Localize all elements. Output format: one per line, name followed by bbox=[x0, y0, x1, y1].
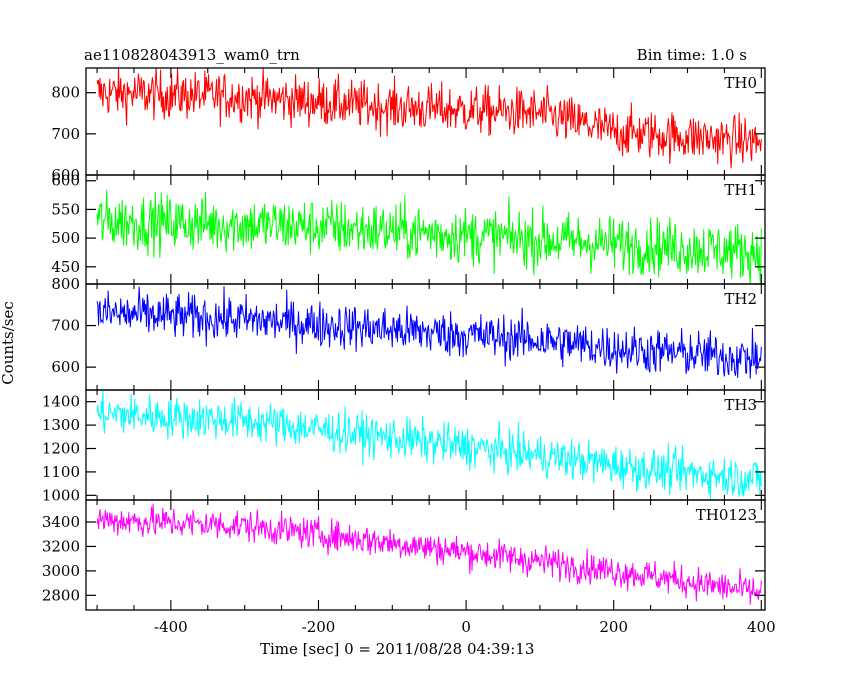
chart-title: ae110828043913_wam0_trn bbox=[84, 46, 300, 64]
y-tick-label: 700 bbox=[51, 125, 80, 143]
y-tick-label: 600 bbox=[51, 172, 80, 190]
panel-label-th2: TH2 bbox=[724, 290, 757, 308]
series-line-th0 bbox=[96, 68, 762, 169]
panel-label-th0123: TH0123 bbox=[696, 506, 757, 524]
y-tick-label: 450 bbox=[51, 258, 80, 276]
y-tick-label: 3200 bbox=[42, 537, 80, 555]
panel-label-th3: TH3 bbox=[724, 396, 757, 414]
y-tick-label: 1200 bbox=[42, 440, 80, 458]
y-tick-label: 1000 bbox=[42, 486, 80, 504]
panel-label-th0: TH0 bbox=[724, 74, 757, 92]
series-line-th1 bbox=[96, 189, 762, 284]
x-tick-label: -200 bbox=[302, 618, 336, 636]
y-tick-label: 800 bbox=[51, 275, 80, 293]
x-tick-label: 400 bbox=[747, 618, 776, 636]
y-tick-label: 550 bbox=[51, 200, 80, 218]
y-tick-label: 2800 bbox=[42, 586, 80, 604]
y-tick-label: 3400 bbox=[42, 513, 80, 531]
y-tick-label: 600 bbox=[51, 358, 80, 376]
y-tick-label: 600 bbox=[51, 166, 80, 184]
panel-frame-th0123 bbox=[85, 499, 766, 611]
x-tick-label: -400 bbox=[154, 618, 188, 636]
y-tick-label: 500 bbox=[51, 229, 80, 247]
x-axis-label: Time [sec] 0 = 2011/08/28 04:39:13 bbox=[260, 640, 535, 658]
x-tick-label: 0 bbox=[461, 618, 471, 636]
bin-time-label: Bin time: 1.0 s bbox=[636, 46, 747, 64]
y-tick-label: 1400 bbox=[42, 393, 80, 411]
series-line-th2 bbox=[96, 286, 762, 379]
y-tick-label: 1300 bbox=[42, 416, 80, 434]
y-tick-label: 800 bbox=[51, 84, 80, 102]
y-axis-label: Counts/sec bbox=[0, 301, 17, 385]
y-tick-label: 700 bbox=[51, 317, 80, 335]
y-tick-label: 1100 bbox=[42, 463, 80, 481]
y-tick-label: 3000 bbox=[42, 562, 80, 580]
series-line-th0123 bbox=[96, 503, 762, 605]
panel-label-th1: TH1 bbox=[724, 181, 757, 199]
series-line-th3 bbox=[96, 390, 762, 500]
x-tick-label: 200 bbox=[599, 618, 628, 636]
